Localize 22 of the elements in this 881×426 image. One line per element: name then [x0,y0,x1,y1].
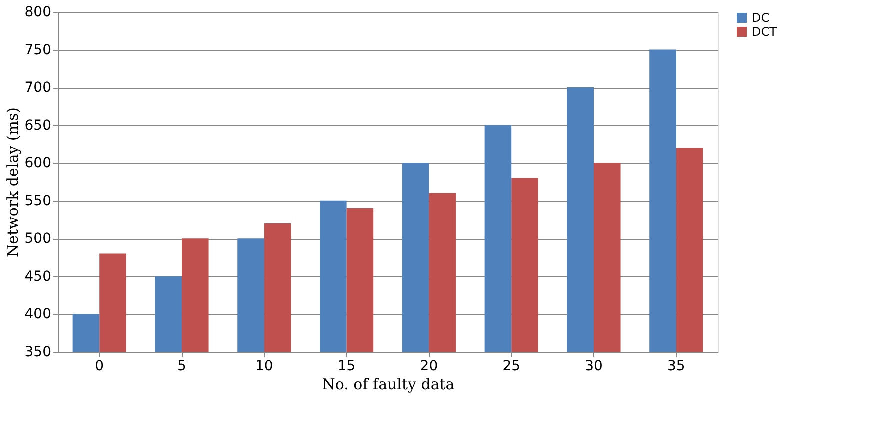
y-tick-label: 350 [24,344,52,360]
x-tick-label: 25 [502,358,521,374]
y-tick-label: 400 [24,306,52,323]
y-tick-label: 600 [24,156,52,172]
x-tick-label: 35 [667,358,686,374]
x-axis-title: No. of faulty data [322,376,455,394]
legend-label: DCT [752,25,778,39]
legend-label: DC [752,11,770,25]
y-tick-label: 700 [24,80,52,96]
x-tick-label: 0 [95,358,104,374]
y-axis-title: Network delay (ms) [4,107,22,258]
x-tick-label: 20 [420,358,438,374]
y-tick-label: 450 [24,268,52,285]
x-tick-label: 15 [338,358,356,374]
x-tick-label: 30 [585,358,603,374]
y-tick-label: 750 [24,42,52,58]
y-tick-label: 550 [24,193,52,210]
y-tick-label: 650 [24,118,52,134]
y-tick-label: 800 [24,4,52,20]
y-tick-label: 500 [24,231,52,248]
x-tick-label: 5 [178,358,186,374]
x-tick-label: 10 [255,358,274,374]
